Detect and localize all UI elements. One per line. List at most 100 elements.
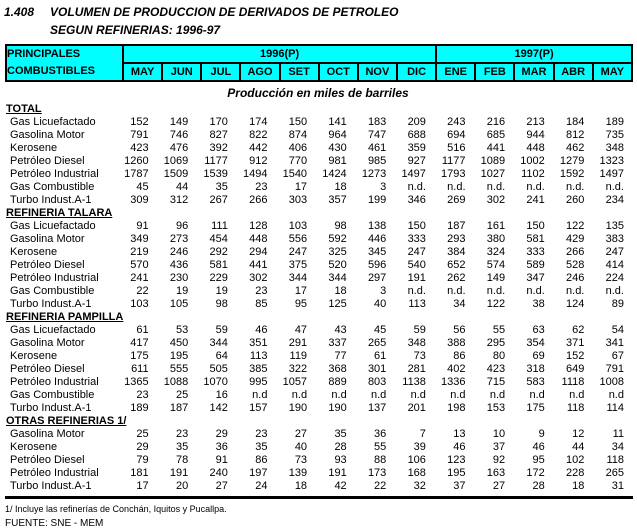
value-cell: 73 bbox=[294, 454, 308, 466]
value-cell: 297 bbox=[367, 272, 387, 284]
source-note: FUENTE: SNE - MEM bbox=[5, 518, 104, 529]
value-cell: 28 bbox=[532, 480, 545, 492]
value-cell: 124 bbox=[566, 298, 585, 310]
value-cell: 54 bbox=[611, 324, 624, 336]
value-cell: n.d. bbox=[447, 285, 466, 297]
row-label: Petróleo Industrial bbox=[10, 168, 99, 180]
value-cell: 262 bbox=[447, 272, 466, 284]
value-cell: 150 bbox=[407, 220, 426, 232]
value-cell: 827 bbox=[209, 129, 228, 141]
value-cell: n.d bbox=[371, 389, 387, 401]
value-cell: 96 bbox=[175, 220, 189, 232]
value-cell: 995 bbox=[249, 376, 268, 388]
value-cell: n.d bbox=[450, 389, 466, 401]
table-row: Turbo Indust.A-1 17 20 27 24 18 42 22 32 37 27 28 18… bbox=[5, 480, 633, 493]
value-cell: 436 bbox=[169, 259, 189, 271]
value-cell: 95 bbox=[532, 454, 545, 466]
value-cell: 224 bbox=[605, 272, 624, 284]
value-cell: 1057 bbox=[282, 376, 308, 388]
month-header-1997-feb: FEB bbox=[474, 62, 516, 82]
value-cell: 281 bbox=[407, 363, 426, 375]
fuels-header-line-1: PRINCIPALES bbox=[7, 48, 81, 60]
row-label: Kerosene bbox=[10, 246, 58, 258]
section-header: OTRAS REFINERIAS 1/ bbox=[6, 415, 127, 427]
value-cell: 1793 bbox=[441, 168, 466, 180]
value-cell: 11 bbox=[612, 428, 624, 440]
value-cell: 380 bbox=[486, 233, 506, 245]
value-cell: 175 bbox=[130, 350, 149, 362]
value-cell: 1279 bbox=[559, 155, 585, 167]
value-cell: 414 bbox=[605, 259, 624, 271]
value-cell: 45 bbox=[136, 181, 149, 193]
value-cell: 301 bbox=[367, 363, 387, 375]
month-header-1997-may: MAY bbox=[591, 62, 634, 82]
value-cell: 1088 bbox=[163, 376, 189, 388]
value-cell: 142 bbox=[209, 402, 228, 414]
value-cell: 981 bbox=[328, 155, 347, 167]
value-cell: 35 bbox=[175, 441, 189, 453]
value-cell: 195 bbox=[169, 350, 189, 362]
value-cell: 406 bbox=[288, 142, 308, 154]
value-cell: 1102 bbox=[521, 168, 545, 180]
value-cell: 1027 bbox=[480, 168, 506, 180]
value-cell: 190 bbox=[328, 402, 347, 414]
table-row: Gasolina Motor 417 450 344 351 291 337 265 348 38… bbox=[5, 337, 633, 350]
value-cell: 170 bbox=[209, 116, 228, 128]
value-cell: 62 bbox=[572, 324, 585, 336]
value-cell: 102 bbox=[566, 454, 585, 466]
value-cell: 516 bbox=[447, 142, 466, 154]
value-cell: 189 bbox=[130, 402, 149, 414]
table-row: Petróleo Industrial 1365 1088 1070 995 1057 88… bbox=[5, 376, 633, 389]
value-cell: 715 bbox=[486, 376, 506, 388]
value-cell: 505 bbox=[209, 363, 228, 375]
value-cell: 1177 bbox=[204, 155, 228, 167]
value-cell: 37 bbox=[453, 480, 466, 492]
value-cell: 291 bbox=[288, 337, 308, 349]
value-cell: 29 bbox=[136, 441, 149, 453]
value-cell: 812 bbox=[566, 129, 585, 141]
row-label: Gas Licuefactado bbox=[10, 220, 96, 232]
value-cell: 93 bbox=[334, 454, 347, 466]
value-cell: 64 bbox=[215, 350, 228, 362]
value-cell: 28 bbox=[334, 441, 347, 453]
value-cell: 874 bbox=[288, 129, 308, 141]
value-cell: 163 bbox=[486, 467, 506, 479]
value-cell: n.d. bbox=[407, 285, 426, 297]
value-cell: n.d. bbox=[486, 285, 506, 297]
value-cell: 345 bbox=[367, 246, 387, 258]
value-cell: 47 bbox=[294, 324, 308, 336]
value-cell: 23 bbox=[255, 181, 268, 193]
value-cell: 1070 bbox=[203, 376, 228, 388]
value-cell: 267 bbox=[209, 194, 228, 206]
value-cell: 18 bbox=[294, 480, 308, 492]
value-cell: 423 bbox=[486, 363, 506, 375]
value-cell: 128 bbox=[249, 220, 268, 232]
fuels-column-header: PRINCIPALES COMBUSTIBLES bbox=[5, 44, 124, 82]
month-header-row: MAY JUN JUL AGO SET OCT NOV DIC ENE FEB MAR ABR MAY bbox=[6, 62, 634, 82]
value-cell: 59 bbox=[413, 324, 426, 336]
value-cell: 173 bbox=[367, 467, 387, 479]
value-cell: 247 bbox=[605, 246, 624, 258]
table-row: Petróleo Industrial 1787 1509 1539 1494 1540 1… bbox=[5, 168, 633, 181]
value-cell: 184 bbox=[566, 116, 585, 128]
value-cell: 80 bbox=[492, 350, 506, 362]
value-cell: 25 bbox=[136, 428, 149, 440]
value-cell: 67 bbox=[611, 350, 624, 362]
value-cell: 34 bbox=[611, 441, 624, 453]
value-cell: 324 bbox=[486, 246, 506, 258]
section-header: REFINERIA PAMPILLA bbox=[6, 311, 124, 323]
value-cell: 36 bbox=[374, 428, 387, 440]
value-cell: 161 bbox=[486, 220, 506, 232]
value-cell: 318 bbox=[526, 363, 545, 375]
month-header-1996-ago: AGO bbox=[239, 62, 281, 82]
value-cell: 31 bbox=[611, 480, 624, 492]
row-label: Gasolina Motor bbox=[10, 129, 85, 141]
row-label: Gas Combustible bbox=[10, 285, 95, 297]
title-line-2: SEGUN REFINERIAS: 1996-97 bbox=[50, 23, 221, 37]
value-cell: n.d bbox=[569, 389, 585, 401]
row-label: Gas Licuefactado bbox=[10, 324, 96, 336]
value-cell: 24 bbox=[255, 480, 268, 492]
value-cell: 55 bbox=[492, 324, 506, 336]
month-header-1996-jun: JUN bbox=[161, 62, 203, 82]
value-cell: 230 bbox=[169, 272, 189, 284]
